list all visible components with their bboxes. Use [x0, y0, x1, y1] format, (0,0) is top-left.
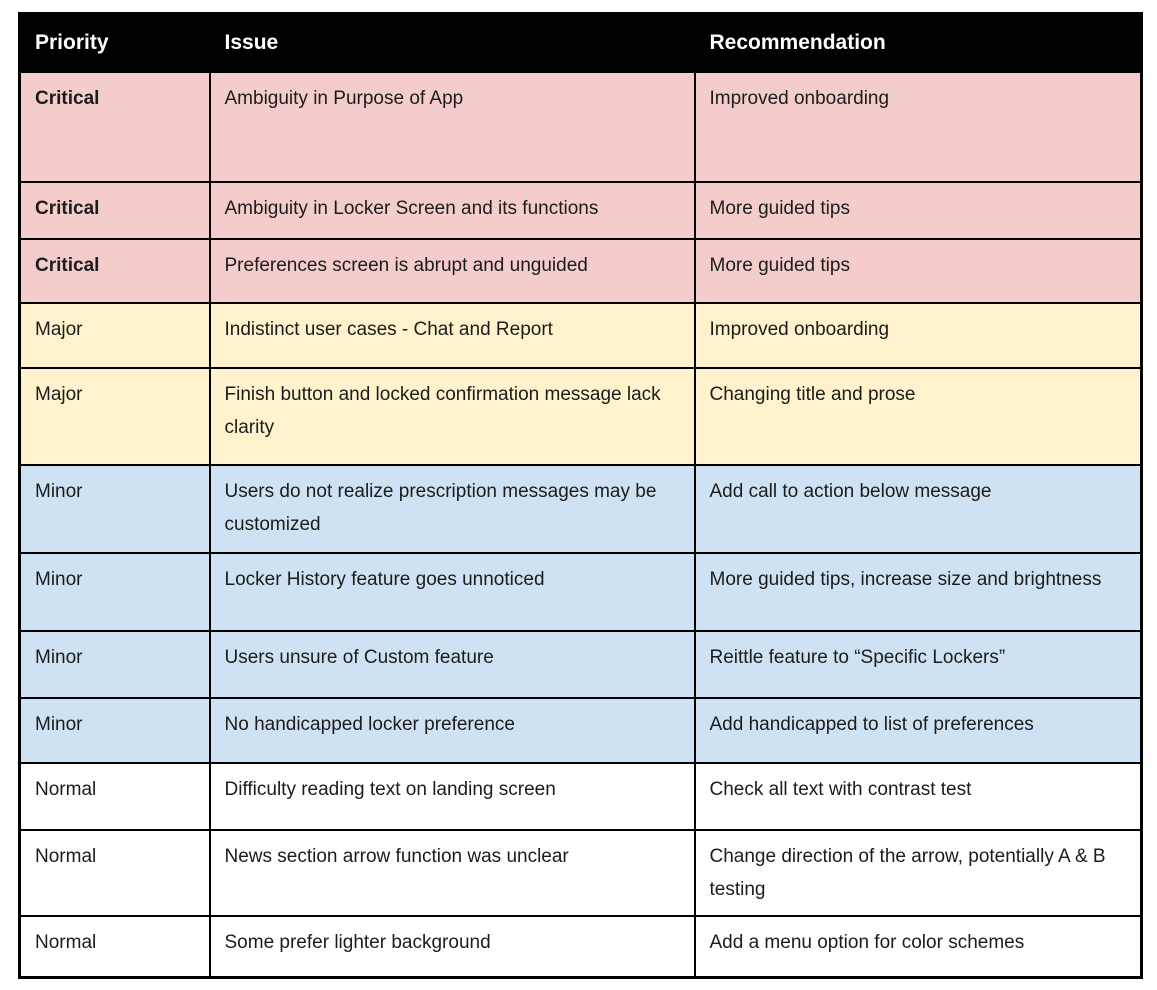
priority-cell: Minor: [18, 629, 211, 699]
table-row: Minor No handicapped locker preference Add…: [18, 696, 1143, 764]
issue-cell: Difficulty reading text on landing scree…: [208, 761, 696, 831]
recommendation-cell: More guided tips: [693, 237, 1143, 304]
priority-issues-table: Priority Issue Recommendation Critical Am…: [18, 12, 1143, 980]
table-row: Minor Locker History feature goes unnotic…: [18, 551, 1143, 632]
issue-cell: Users unsure of Custom feature: [208, 629, 696, 699]
recommendation-cell: Changing title and prose: [693, 366, 1143, 466]
column-header-recommendation: Recommendation: [693, 12, 1143, 73]
issue-cell: Ambiguity in Purpose of App: [208, 70, 696, 183]
table-row: Normal News section arrow function was un…: [18, 828, 1143, 917]
priority-cell: Minor: [18, 696, 211, 764]
recommendation-cell: More guided tips, increase size and brig…: [693, 551, 1143, 632]
issue-cell: Locker History feature goes unnoticed: [208, 551, 696, 632]
priority-cell: Normal: [18, 828, 211, 917]
issue-cell: Indistinct user cases - Chat and Report: [208, 301, 696, 369]
column-header-priority: Priority: [18, 12, 211, 73]
table-row: Normal Some prefer lighter background Add …: [18, 914, 1143, 979]
priority-cell: Normal: [18, 761, 211, 831]
issue-cell: Some prefer lighter background: [208, 914, 696, 979]
priority-cell: Normal: [18, 914, 211, 979]
priority-cell: Minor: [18, 551, 211, 632]
recommendation-cell: Add a menu option for color schemes: [693, 914, 1143, 979]
table-row: Critical Preferences screen is abrupt and…: [18, 237, 1143, 304]
priority-cell: Critical: [18, 237, 211, 304]
recommendation-cell: Change direction of the arrow, potential…: [693, 828, 1143, 917]
table-row: Major Indistinct user cases - Chat and Re…: [18, 301, 1143, 369]
issue-cell: No handicapped locker preference: [208, 696, 696, 764]
priority-cell: Minor: [18, 463, 211, 554]
priority-cell: Major: [18, 301, 211, 369]
table-row: Minor Users unsure of Custom feature Reitt…: [18, 629, 1143, 699]
recommendation-cell: Add handicapped to list of preferences: [693, 696, 1143, 764]
table-row: Minor Users do not realize prescription m…: [18, 463, 1143, 554]
priority-cell: Critical: [18, 70, 211, 183]
issue-cell: Finish button and locked confirmation me…: [208, 366, 696, 466]
issue-cell: Users do not realize prescription messag…: [208, 463, 696, 554]
table-body: Critical Ambiguity in Purpose of App Impro…: [18, 70, 1143, 979]
recommendation-cell: Improved onboarding: [693, 301, 1143, 369]
priority-cell: Critical: [18, 180, 211, 240]
issue-cell: News section arrow function was unclear: [208, 828, 696, 917]
recommendation-cell: Add call to action below message: [693, 463, 1143, 554]
table-header-row: Priority Issue Recommendation: [18, 12, 1143, 73]
issue-cell: Preferences screen is abrupt and unguide…: [208, 237, 696, 304]
table-row: Critical Ambiguity in Locker Screen and i…: [18, 180, 1143, 240]
recommendation-cell: Check all text with contrast test: [693, 761, 1143, 831]
table-row: Normal Difficulty reading text on landing…: [18, 761, 1143, 831]
table-row: Critical Ambiguity in Purpose of App Impro…: [18, 70, 1143, 183]
recommendation-cell: More guided tips: [693, 180, 1143, 240]
table-row: Major Finish button and locked confirmati…: [18, 366, 1143, 466]
priority-cell: Major: [18, 366, 211, 466]
recommendation-cell: Reittle feature to “Specific Lockers”: [693, 629, 1143, 699]
recommendation-cell: Improved onboarding: [693, 70, 1143, 183]
column-header-issue: Issue: [208, 12, 696, 73]
issue-cell: Ambiguity in Locker Screen and its funct…: [208, 180, 696, 240]
